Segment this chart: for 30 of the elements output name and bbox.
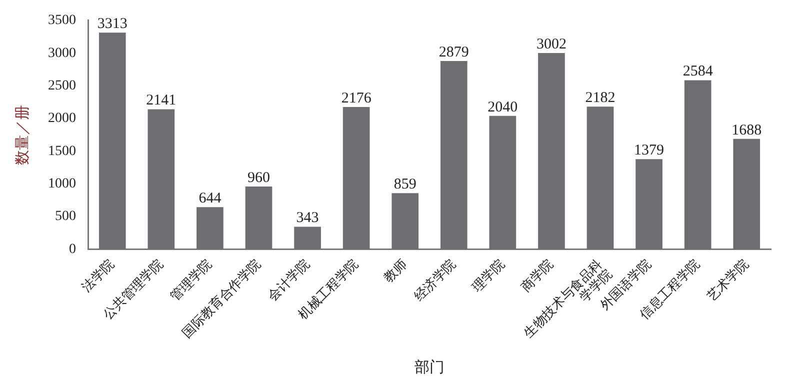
y-tick-label: 3000 <box>48 46 76 61</box>
y-tick-label: 2500 <box>48 78 76 94</box>
data-label: 2182 <box>585 90 616 106</box>
x-axis-title: 部门 <box>414 358 444 376</box>
x-tick-label: 理学院 <box>469 256 508 294</box>
data-label: 960 <box>248 170 270 186</box>
data-label: 859 <box>394 176 416 193</box>
y-axis-title: 数量／册 <box>14 104 31 165</box>
data-label: 644 <box>198 190 222 207</box>
x-tick-label: 法学院 <box>78 256 117 294</box>
data-label: 2879 <box>438 44 469 60</box>
x-tick-label: 商学院 <box>518 256 556 294</box>
data-label: 3002 <box>536 36 566 52</box>
data-label: 343 <box>296 210 319 226</box>
y-tick-label: 3500 <box>48 13 76 28</box>
data-label: 2141 <box>146 92 176 109</box>
data-label: 1688 <box>732 122 762 138</box>
x-tick-label: 艺术学院 <box>704 256 752 304</box>
y-tick-label: 1000 <box>48 176 76 192</box>
y-tick-label: 500 <box>55 209 76 224</box>
y-tick-label: 2000 <box>48 111 76 126</box>
y-tick-label: 0 <box>69 242 76 257</box>
data-label: 2584 <box>682 64 714 80</box>
data-label: 1379 <box>634 142 664 159</box>
data-label: 3313 <box>97 16 128 32</box>
x-tick-label: 教师 <box>380 256 410 286</box>
data-label: 2176 <box>341 90 372 106</box>
data-label: 2040 <box>488 99 518 116</box>
y-tick-label: 1500 <box>48 144 76 159</box>
x-tick-label: 经济学院 <box>411 256 458 304</box>
